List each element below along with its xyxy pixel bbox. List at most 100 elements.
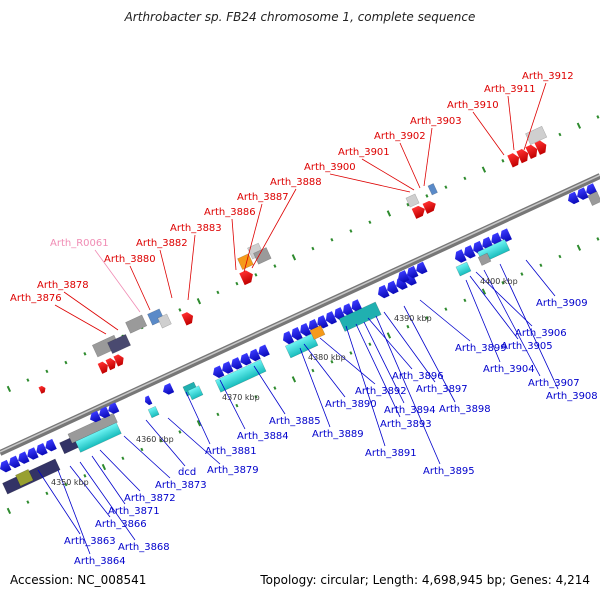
gene-label: Arth_3886 [204,207,256,218]
leader-line [167,417,221,465]
gene-label: Arth_3902 [374,131,426,142]
position-ticks [6,115,600,515]
gene-label: Arth_3909 [536,298,588,309]
gene-arrow-forward [38,385,46,394]
gene-box [15,469,34,487]
tick-mark [596,115,600,119]
gene-features [0,125,600,495]
tick-mark [558,132,562,137]
tick-mark [6,385,12,393]
tick-mark [178,430,182,434]
gene-label: Arth_3864 [74,556,126,567]
gene-box [338,301,382,332]
leader-line [54,304,107,335]
gene-label: Arth_3901 [338,147,390,158]
gene-label: Arth_3879 [207,465,259,476]
gene-label: Arth_3866 [95,519,147,530]
scale-label: 4350 kbp [51,478,89,487]
gene-label: Arth_3907 [528,378,580,389]
leader-line [91,455,126,505]
gene-box [107,334,132,354]
tick-mark [64,360,68,365]
leader-line [123,435,171,479]
leader-line [475,271,533,327]
gene-label: Arth_3873 [155,480,207,491]
gene-box [525,125,548,146]
leader-line [37,469,81,535]
leader-line [94,249,141,313]
gene-label: Arth_3868 [118,542,170,553]
gene-arrow-reverse [213,344,270,378]
leader-line [499,263,559,390]
gene-arrow-forward [239,270,253,286]
gene-label: Arth_3911 [484,84,536,95]
leader-line [483,269,541,377]
gene-arrow-forward [181,312,194,326]
leader-line [419,299,471,342]
chromosome-backbone [0,173,600,456]
tick-mark [6,507,12,515]
leader-line [523,82,547,151]
gene-box [147,405,160,419]
gene-box [125,314,148,334]
tick-mark [481,166,487,173]
leader-line [303,343,346,398]
leader-line [355,323,401,418]
leader-line [69,465,111,518]
gene-arrow-reverse [568,183,598,205]
scale-labels: 4350 kbp 4360 kbp 4370 kbp 4380 kbp 4390… [51,277,518,487]
leader-line [329,173,411,193]
tick-mark [216,412,220,417]
tick-mark [539,263,543,268]
gene-label: Arth_3898 [439,404,491,415]
gene-arrow-reverse [398,261,428,283]
leader-line [63,291,119,331]
scale-label: 4390 kbp [394,314,432,323]
gene-box [237,253,254,270]
leader-line [185,391,211,445]
gene-label: Arth_3884 [237,431,289,442]
tick-mark [481,288,487,295]
gene-label: Arth_R0061 [50,238,109,249]
gene-box [253,247,272,265]
leader-line [361,158,415,191]
tick-mark [386,332,392,339]
tick-mark [501,281,505,285]
gene-label: Arth_3894 [384,405,436,416]
gene-arrow-reverse [283,299,363,345]
tick-mark [26,500,30,504]
gene-arrow-reverse [90,402,120,423]
gene-label: Arth_3896 [392,371,444,382]
gene-label: Arth_3895 [423,466,475,477]
tick-mark [83,474,87,478]
leader-line [367,317,413,370]
genome-summary-text: Topology: circular; Length: 4,698,945 bp… [260,573,590,587]
gene-label: Arth_3882 [136,238,188,249]
tick-mark [83,352,87,356]
tick-mark [463,298,467,303]
tick-mark [101,463,107,471]
tick-mark [273,264,277,268]
gene-box [157,313,172,329]
tick-mark [596,237,600,241]
tick-mark [216,290,220,295]
tick-mark [64,482,68,487]
gene-label: Arth_3885 [269,416,321,427]
tick-mark [368,342,372,347]
gene-label: Arth_3871 [108,506,160,517]
gene-label: dcd [178,467,196,478]
tick-mark [254,395,258,399]
tick-mark [178,308,182,312]
tick-mark [406,324,410,329]
leader-line [469,275,519,340]
gene-label: Arth_3881 [205,446,257,457]
leader-line [345,325,386,447]
tick-mark [330,237,334,242]
tick-mark [291,254,297,261]
gene-label: Arth_3910 [447,100,499,111]
leader-line [403,305,456,403]
gene-box [477,252,492,266]
leader-line [399,142,421,189]
leader-line [507,95,515,151]
tick-mark [159,438,163,443]
